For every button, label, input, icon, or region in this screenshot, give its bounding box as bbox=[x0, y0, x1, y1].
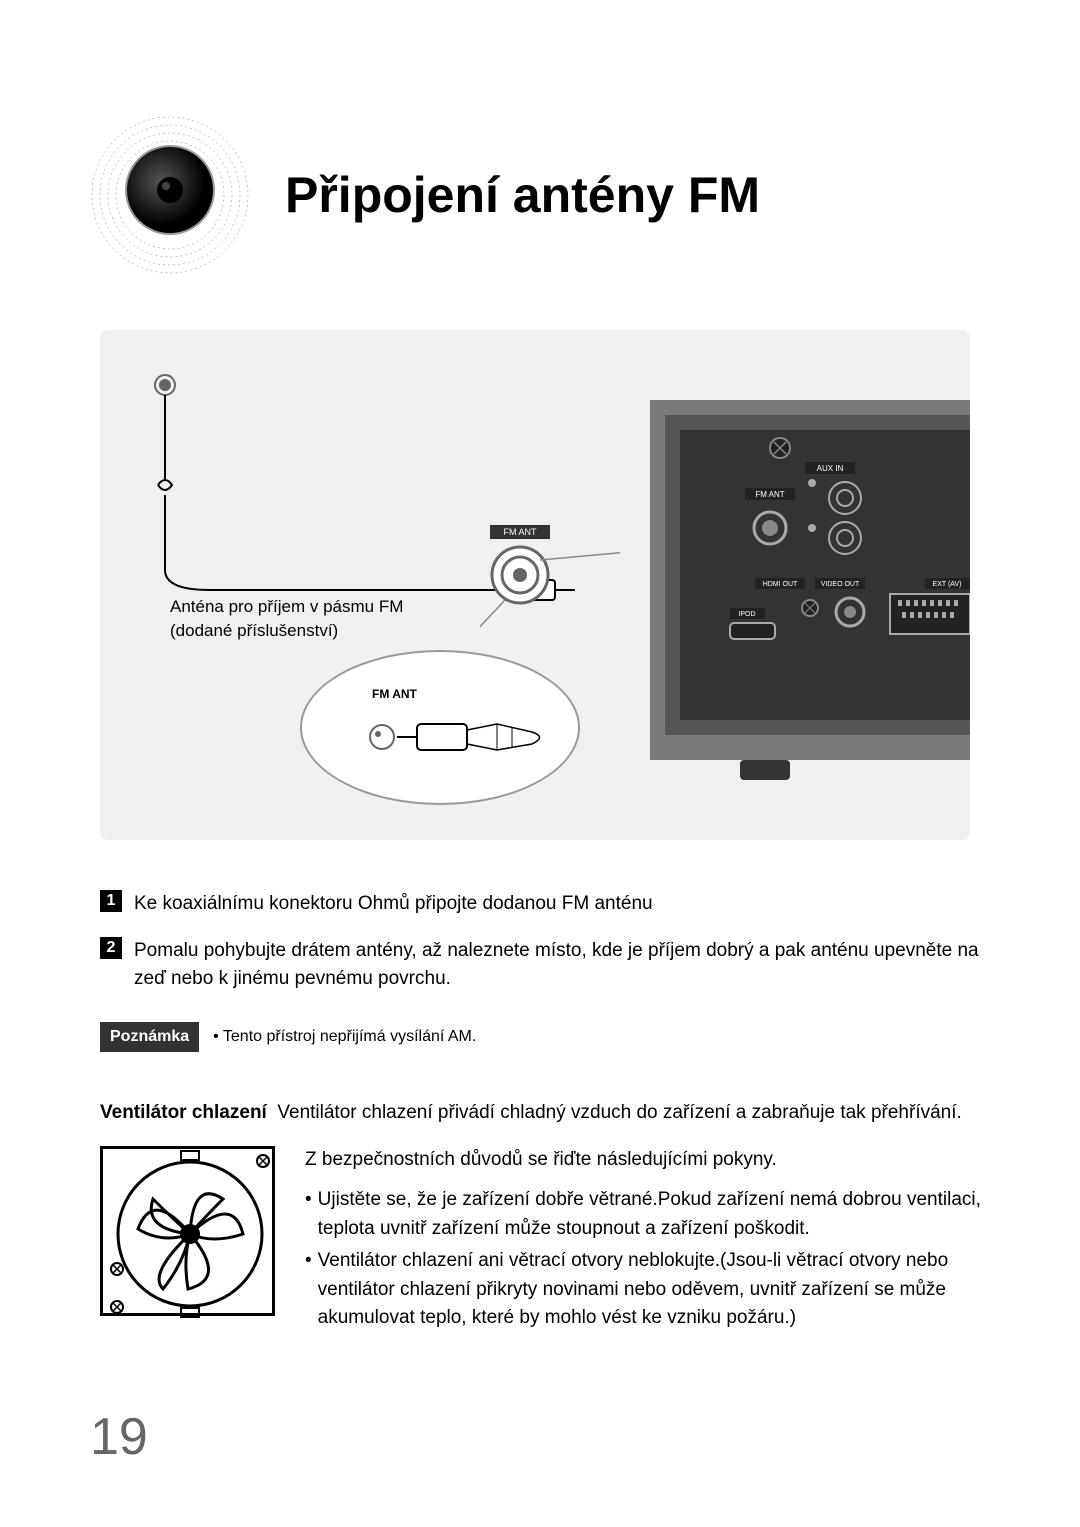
svg-text:FM ANT: FM ANT bbox=[755, 490, 784, 499]
note-row: Poznámka • Tento přístroj nepřijímá vysí… bbox=[100, 1022, 990, 1052]
step-item: 2 Pomalu pohybujte drátem antény, až nal… bbox=[100, 937, 990, 994]
svg-text:HDMI OUT: HDMI OUT bbox=[763, 581, 798, 588]
fan-bullet-text: Ventilátor chlazení ani větrací otvory n… bbox=[318, 1247, 990, 1333]
fan-bullet: • Ventilátor chlazení ani větrací otvory… bbox=[305, 1247, 990, 1333]
detail-callout-bubble: FM ANT bbox=[300, 650, 580, 805]
fan-diagram-icon bbox=[100, 1146, 275, 1316]
fan-safety-heading: Z bezpečnostních důvodů se řiďte následu… bbox=[305, 1146, 990, 1175]
fan-text-block: Z bezpečnostních důvodů se řiďte následu… bbox=[305, 1146, 990, 1337]
fan-bullet-text: Ujistěte se, že je zařízení dobře větran… bbox=[318, 1186, 990, 1243]
step-number: 2 bbox=[100, 937, 122, 959]
connection-diagram: Anténa pro příjem v pásmu FM (dodané pří… bbox=[100, 330, 970, 840]
fan-bullet: • Ujistěte se, že je zařízení dobře větr… bbox=[305, 1186, 990, 1243]
page-title: Připojení antény FM bbox=[285, 166, 760, 224]
step-text: Ke koaxiálnímu konektoru Ohmů připojte d… bbox=[134, 890, 653, 919]
steps-list: 1 Ke koaxiálnímu konektoru Ohmů připojte… bbox=[100, 890, 990, 994]
manual-page: Připojení antény FM Anténa pro příjem v … bbox=[0, 0, 1080, 1527]
svg-text:EXT (AV): EXT (AV) bbox=[933, 581, 962, 588]
svg-text:VIDEO OUT: VIDEO OUT bbox=[821, 581, 860, 588]
speaker-decorative-icon bbox=[90, 110, 250, 280]
fan-intro-text: Ventilátor chlazení přivádí chladný vzdu… bbox=[277, 1102, 961, 1123]
antenna-label-line2: (dodané příslušenství) bbox=[170, 619, 403, 643]
rear-panel-icon: AUX IN FM ANT HDMI OUT VIDEO OUT EXT (AV… bbox=[650, 380, 970, 810]
page-number: 19 bbox=[90, 1407, 148, 1467]
fm-ant-port-icon: FM ANT bbox=[480, 520, 620, 630]
note-badge: Poznámka bbox=[100, 1022, 199, 1052]
fan-section: Ventilátor chlazení Ventilátor chlazení … bbox=[100, 1102, 990, 1337]
svg-text:AUX IN: AUX IN bbox=[817, 464, 844, 473]
fan-intro-label: Ventilátor chlazení bbox=[100, 1102, 267, 1123]
svg-text:IPOD: IPOD bbox=[738, 611, 755, 618]
note-text: • Tento přístroj nepřijímá vysílání AM. bbox=[213, 1028, 476, 1046]
antenna-label-line1: Anténa pro příjem v pásmu FM bbox=[170, 595, 403, 619]
step-item: 1 Ke koaxiálnímu konektoru Ohmů připojte… bbox=[100, 890, 990, 919]
antenna-label: Anténa pro příjem v pásmu FM (dodané pří… bbox=[170, 595, 403, 643]
step-number: 1 bbox=[100, 890, 122, 912]
fan-intro: Ventilátor chlazení Ventilátor chlazení … bbox=[100, 1102, 990, 1124]
page-header: Připojení antény FM bbox=[90, 110, 990, 280]
fan-row: Z bezpečnostních důvodů se řiďte následu… bbox=[100, 1146, 990, 1337]
step-text: Pomalu pohybujte drátem antény, až nalez… bbox=[134, 937, 990, 994]
fm-ant-label: FM ANT bbox=[504, 527, 538, 537]
